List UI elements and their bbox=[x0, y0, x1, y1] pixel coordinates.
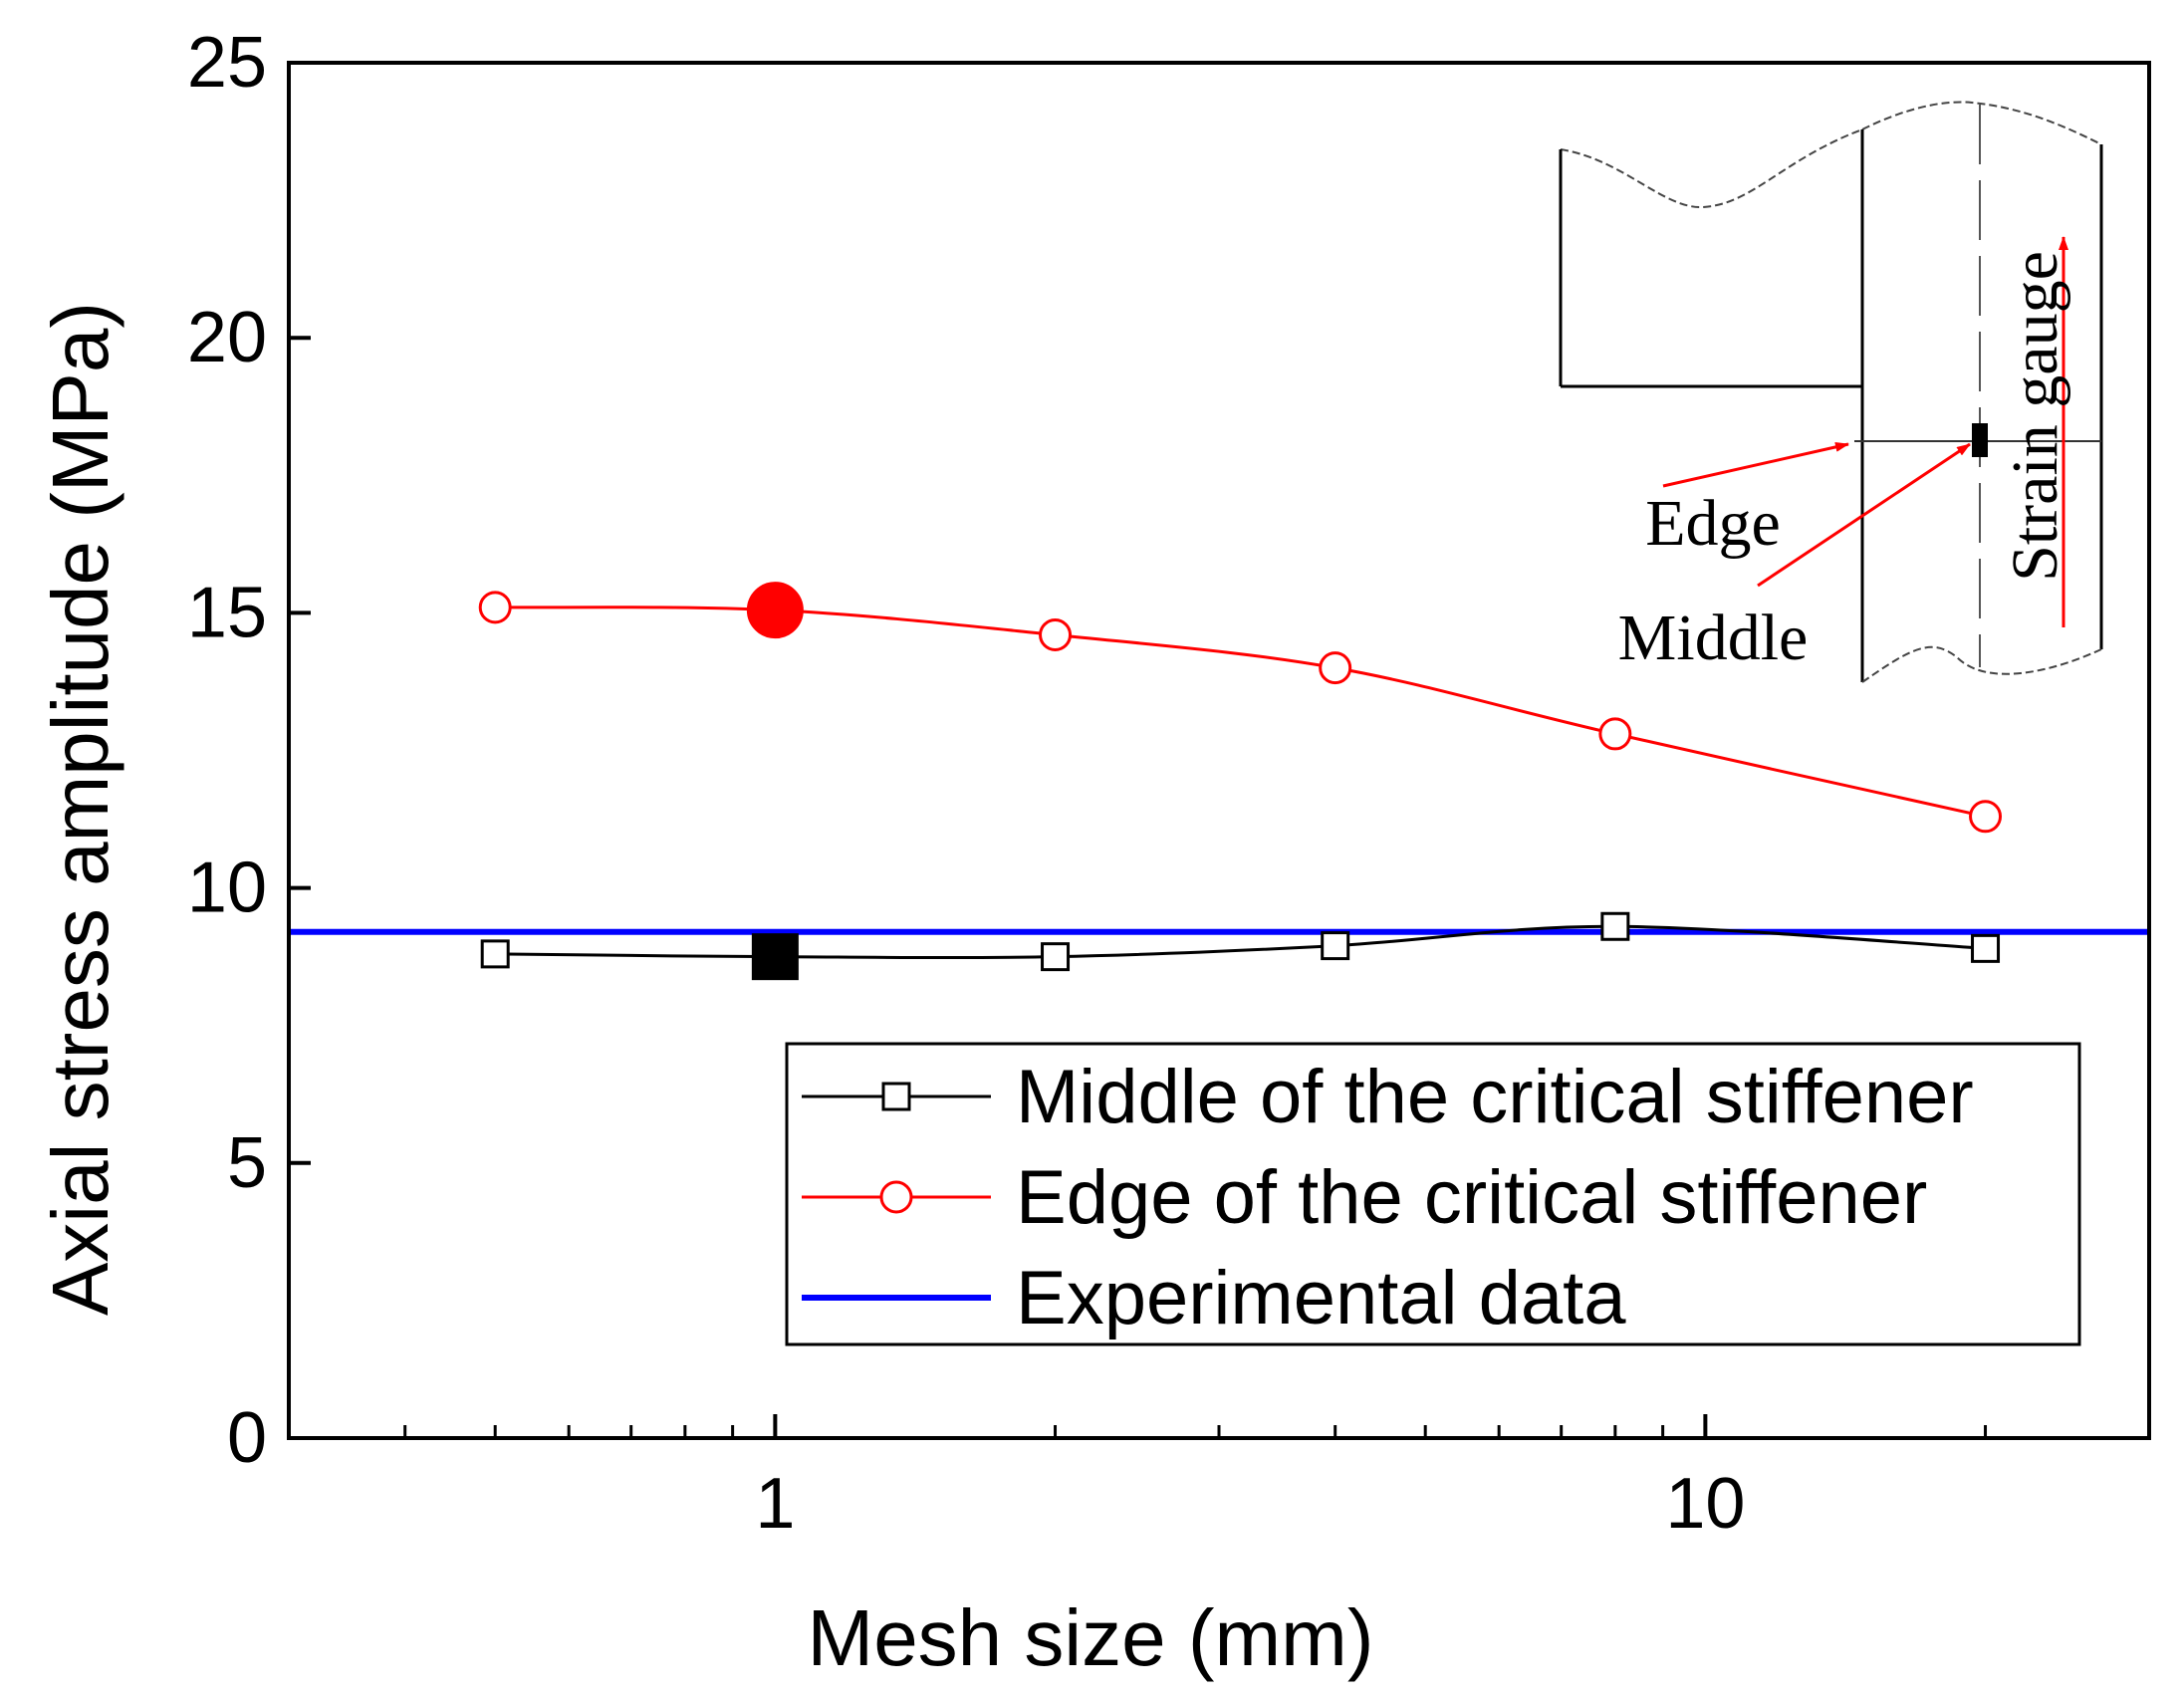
legend-label-edge: Edge of the critical stiffener bbox=[1016, 1155, 1927, 1240]
series-middle-point bbox=[1041, 942, 1071, 972]
series-edge-point bbox=[1598, 717, 1632, 751]
inset-flange-top-edge bbox=[1560, 128, 1863, 209]
y-tick-label: 10 bbox=[187, 849, 267, 928]
x-tick-label: 10 bbox=[1665, 1464, 1745, 1544]
series-edge-point bbox=[1039, 617, 1073, 651]
inset-stiffener-bottom-edge bbox=[1861, 645, 2102, 683]
y-tick-label: 20 bbox=[187, 298, 267, 377]
series-edge-point bbox=[746, 582, 804, 639]
series-middle-point bbox=[1971, 933, 2001, 963]
y-tick-label: 0 bbox=[227, 1398, 267, 1478]
series-middle-point bbox=[480, 939, 510, 969]
x-tick-label: 1 bbox=[755, 1464, 795, 1544]
inset-strain-gauge-label: Strain gauge bbox=[1999, 251, 2071, 582]
y-tick-label: 25 bbox=[187, 23, 267, 103]
legend-box bbox=[785, 1042, 2081, 1346]
plot-frame bbox=[287, 61, 2151, 1440]
y-axis-title: Axial stress amplitude (MPa) bbox=[36, 302, 124, 1316]
legend-swatch-edge-marker bbox=[879, 1180, 913, 1214]
inset-middle-arrow bbox=[1757, 442, 1971, 588]
series-edge-point bbox=[478, 591, 512, 624]
legend: Middle of the critical stiffener Edge of… bbox=[785, 1042, 2081, 1346]
plot-layer: 0 5 10 15 20 25 1 10 bbox=[187, 23, 2149, 1544]
series-middle-point bbox=[1600, 911, 1630, 941]
legend-label-experimental: Experimental data bbox=[1016, 1256, 1626, 1340]
inset-middle-label: Middle bbox=[1618, 602, 1809, 674]
y-tick-label: 15 bbox=[187, 573, 267, 652]
series-middle-line bbox=[495, 924, 1986, 960]
x-axis-title: Mesh size (mm) bbox=[808, 1593, 1374, 1682]
legend-label-middle: Middle of the critical stiffener bbox=[1016, 1055, 1974, 1139]
y-tick-label: 5 bbox=[227, 1123, 267, 1203]
series-edge-point bbox=[1319, 651, 1352, 685]
series-edge-point bbox=[1969, 800, 2003, 834]
inset-strain-gauge-marker bbox=[1972, 423, 1988, 457]
series-middle-point bbox=[1321, 931, 1350, 961]
inset-stiffener-top-edge bbox=[1861, 101, 2102, 145]
series-middle-point bbox=[751, 933, 799, 981]
legend-swatch-middle-marker bbox=[881, 1082, 911, 1111]
inset-edge-arrow bbox=[1662, 441, 1849, 488]
inset-schematic: Edge Middle Strain gauge bbox=[1559, 101, 2103, 683]
inset-edge-label: Edge bbox=[1645, 487, 1781, 560]
